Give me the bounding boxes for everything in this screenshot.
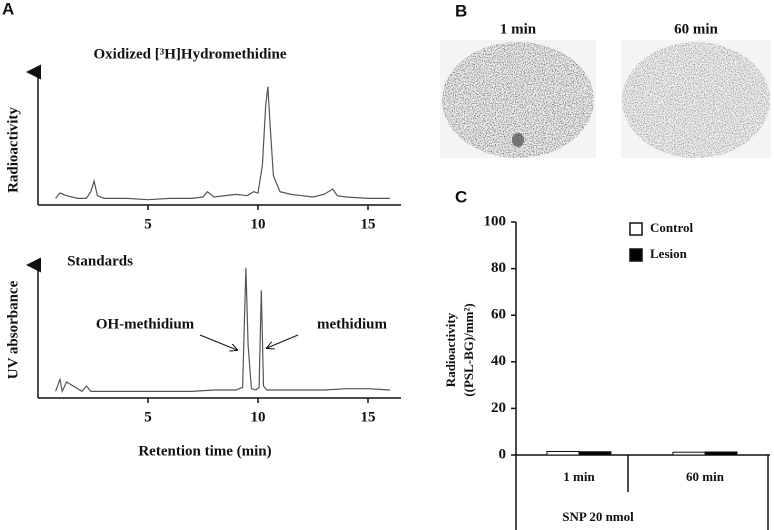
annotation: methidium xyxy=(317,316,388,332)
x-tick-label: 5 xyxy=(144,216,152,232)
x-tick-label: 10 xyxy=(251,409,266,425)
y-tick-label: 0 xyxy=(499,446,507,462)
y-tick-label: 80 xyxy=(491,260,506,276)
legend-label: Control xyxy=(650,220,693,235)
annotation: OH-methidium xyxy=(96,316,195,332)
x-tick-label: 10 xyxy=(251,216,266,232)
y-tick-label: 60 xyxy=(491,307,506,323)
y-axis-label: ((PSL-BG)/mm²) xyxy=(461,303,476,396)
x-tick-label: 15 xyxy=(361,216,376,232)
x-tick-label: 60 min xyxy=(686,469,725,484)
y-axis-label: Radioactivity xyxy=(443,312,458,387)
y-tick-label: 20 xyxy=(491,400,506,416)
trace xyxy=(55,86,390,201)
panel-label: A xyxy=(2,0,14,18)
y-tick-label: 100 xyxy=(484,213,507,229)
x-tick-label: 1 min xyxy=(563,469,595,484)
panel-label: C xyxy=(455,187,467,206)
x-tick-label: 5 xyxy=(144,409,152,425)
x-tick-label: 15 xyxy=(361,409,376,425)
autoradiograph xyxy=(622,42,770,158)
trace xyxy=(55,267,391,394)
chart-title: Standards xyxy=(67,253,133,269)
chart-title: Oxidized [³H]Hydromethidine xyxy=(94,46,287,62)
bar xyxy=(704,451,738,456)
image-label: 1 min xyxy=(500,21,537,37)
bar xyxy=(546,451,580,456)
legend-swatch xyxy=(629,222,643,236)
spot xyxy=(512,133,524,147)
x-axis-label: SNP 20 nmol xyxy=(562,509,634,524)
x-axis-label: Retention time (min) xyxy=(138,443,271,459)
legend-swatch xyxy=(629,248,643,262)
y-axis-label: Radioactivity xyxy=(5,107,21,193)
y-axis-label: UV absorbance xyxy=(5,280,21,379)
bar xyxy=(578,451,612,456)
image-label: 60 min xyxy=(674,21,718,37)
panel-label: B xyxy=(455,1,467,20)
arrow xyxy=(199,334,237,350)
legend-label: Lesion xyxy=(650,246,688,261)
y-tick-label: 40 xyxy=(491,353,506,369)
bar xyxy=(672,451,706,456)
arrow xyxy=(267,334,299,348)
